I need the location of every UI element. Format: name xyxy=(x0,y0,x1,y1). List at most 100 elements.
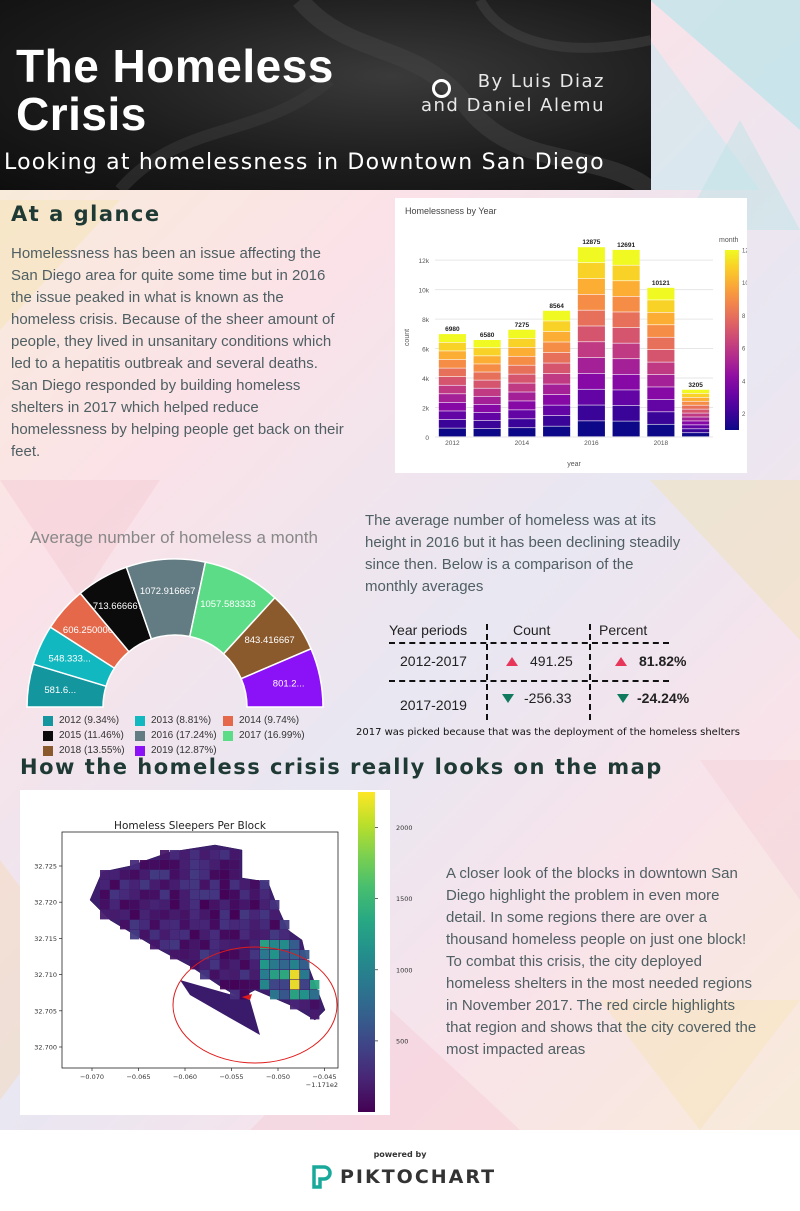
legend-label: 2012 (9.34%) xyxy=(59,715,120,726)
table-divider-1 xyxy=(389,642,669,644)
bar-value-label: 3205 xyxy=(688,382,703,389)
map-block xyxy=(260,910,270,920)
map-block xyxy=(180,880,190,890)
map-block xyxy=(270,960,280,970)
map-block xyxy=(190,910,200,920)
map-block xyxy=(140,890,150,900)
legend-label: 2014 (9.74%) xyxy=(239,715,300,726)
map-block xyxy=(150,940,160,950)
map-block xyxy=(160,880,170,890)
map-block xyxy=(200,850,210,860)
map-block xyxy=(130,910,140,920)
table-vdivider-2 xyxy=(589,624,591,720)
map-block xyxy=(230,850,240,860)
map-block xyxy=(130,870,140,880)
map-block xyxy=(220,950,230,960)
bar-segment xyxy=(508,365,536,374)
colorbar-tick-label: 8 xyxy=(742,314,746,320)
bar-segment xyxy=(473,420,501,429)
table-header-percent: Percent xyxy=(599,622,648,638)
bar-segment xyxy=(438,342,466,351)
map-block xyxy=(170,910,180,920)
table-row-1-count-value: 491.25 xyxy=(530,653,573,669)
bar-segment xyxy=(577,263,605,279)
map-block xyxy=(290,940,300,950)
map-block xyxy=(190,900,200,910)
bar-segment xyxy=(473,340,501,348)
piktochart-logo[interactable]: PIKTOCHART xyxy=(310,1165,496,1189)
map-block xyxy=(290,1000,300,1010)
map-block xyxy=(180,930,190,940)
map-block xyxy=(150,880,160,890)
table-row-1-percent: 81.82% xyxy=(615,653,686,669)
bar-segment xyxy=(612,343,640,359)
y-tick-label: 0 xyxy=(425,435,429,442)
authors: By Luis Diaz and Daniel Alemu xyxy=(405,70,605,118)
map-block xyxy=(290,980,300,990)
bar-segment xyxy=(438,334,466,343)
map-block xyxy=(280,950,290,960)
map-block xyxy=(240,880,250,890)
colorbar-tick-label: 1000 xyxy=(396,966,413,974)
bar-2019 xyxy=(682,389,710,437)
legend-label: 2015 (11.46%) xyxy=(59,730,124,741)
bar-segment xyxy=(682,421,710,425)
map-text: A closer look of the blocks in downtown … xyxy=(446,865,757,1058)
header-texture xyxy=(115,0,651,190)
map-block xyxy=(150,930,160,940)
title-line-1: The Homeless xyxy=(16,40,334,92)
bar-segment xyxy=(682,393,710,398)
colorbar-tick-label: 1500 xyxy=(396,895,413,903)
map-block xyxy=(200,930,210,940)
map-block xyxy=(210,930,220,940)
legend-label: 2016 (17.24%) xyxy=(151,730,217,741)
bar-colorbar xyxy=(725,250,739,430)
bar-segment xyxy=(473,428,501,437)
map-block xyxy=(300,960,310,970)
map-block xyxy=(170,940,180,950)
bar-segment xyxy=(508,374,536,383)
map-block xyxy=(230,970,240,980)
map-block xyxy=(220,980,230,990)
x-tick-label: −0.065 xyxy=(126,1073,150,1081)
map-block xyxy=(190,960,200,970)
map-block xyxy=(310,1010,320,1020)
bar-segment xyxy=(647,399,675,412)
bar-segment xyxy=(508,347,536,356)
bar-segment xyxy=(438,368,466,377)
map-block xyxy=(150,910,160,920)
map-block xyxy=(260,880,270,890)
map-block xyxy=(140,930,150,940)
map-block xyxy=(290,960,300,970)
map-colorbar xyxy=(358,792,375,1112)
map-block xyxy=(280,990,290,1000)
bar-segment xyxy=(612,327,640,343)
map-block xyxy=(290,950,300,960)
map-block xyxy=(270,970,280,980)
legend-label: 2013 (8.81%) xyxy=(151,715,212,726)
bar-segment xyxy=(647,387,675,400)
y-axis-label: count xyxy=(404,329,411,346)
map-block xyxy=(170,860,180,870)
map-block xyxy=(190,850,200,860)
map-block xyxy=(270,910,280,920)
x-tick-label: 2014 xyxy=(515,440,530,447)
bar-segment xyxy=(577,405,605,421)
y-tick-label: 4k xyxy=(422,376,430,383)
map-block xyxy=(190,890,200,900)
map-block xyxy=(160,850,170,860)
table-row-2-percent-value: -24.24% xyxy=(637,690,690,706)
bar-segment xyxy=(543,415,571,426)
bar-value-label: 6580 xyxy=(480,332,495,339)
bar-segment xyxy=(647,424,675,437)
map-region-tail xyxy=(180,980,260,1035)
table-row-2-count: -256.33 xyxy=(502,690,571,706)
map-block xyxy=(230,880,240,890)
map-block xyxy=(200,860,210,870)
map-block xyxy=(190,870,200,880)
y-tick-label: 32.720 xyxy=(34,899,57,907)
map-block xyxy=(130,920,140,930)
bar-segment xyxy=(612,390,640,406)
map-block xyxy=(260,920,270,930)
map-block xyxy=(260,890,270,900)
